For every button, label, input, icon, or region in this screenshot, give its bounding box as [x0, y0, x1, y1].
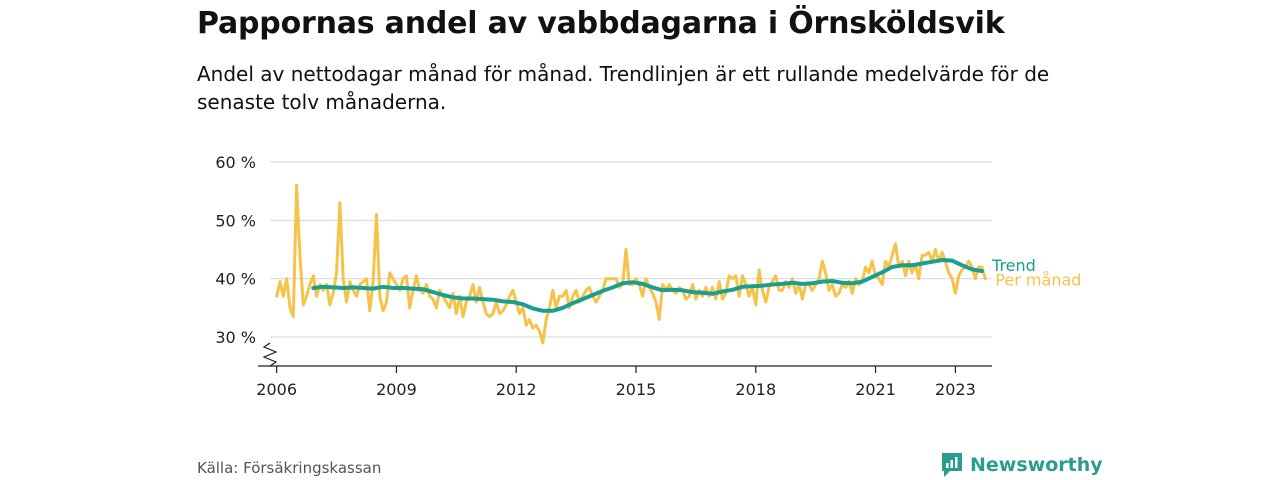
source-note: Källa: Försäkringskassan — [197, 459, 382, 477]
y-tick-label: 40 % — [215, 270, 256, 289]
brand-logo[interactable]: Newsworthy — [940, 450, 1103, 480]
x-tick-label: 2012 — [496, 380, 537, 399]
x-tick-label: 2023 — [935, 380, 976, 399]
series-label-per-manad: Per månad — [995, 271, 1081, 290]
y-tick-label: 60 % — [215, 153, 256, 172]
axis-break-icon — [262, 342, 278, 367]
chart-subtitle: Andel av nettodagar månad för månad. Tre… — [197, 62, 1050, 114]
y-tick-label: 30 % — [215, 328, 256, 347]
x-axis: 2006 2009 2012 2015 2018 2021 2023 — [256, 342, 992, 399]
series-lines — [275, 183, 987, 345]
x-tick-label: 2015 — [616, 380, 657, 399]
line-chart: 30 % 40 % 50 % 60 % 2006 2009 2012 2015 2018 202… — [215, 153, 1081, 399]
y-axis-ticks: 30 % 40 % 50 % 60 % — [215, 153, 256, 347]
newsworthy-logo-icon — [942, 453, 962, 477]
x-tick-label: 2021 — [855, 380, 896, 399]
y-tick-label: 50 % — [215, 211, 256, 230]
series-line-trend — [311, 258, 984, 313]
x-tick-label: 2009 — [376, 380, 417, 399]
series-label-trend: Trend — [991, 256, 1036, 275]
series-line-per-manad — [275, 183, 987, 345]
x-tick-label: 2018 — [735, 380, 776, 399]
chart-title: Pappornas andel av vabbdagarna i Örnsköl… — [197, 6, 1005, 41]
brand-name: Newsworthy — [970, 454, 1103, 476]
x-tick-label: 2006 — [256, 380, 297, 399]
